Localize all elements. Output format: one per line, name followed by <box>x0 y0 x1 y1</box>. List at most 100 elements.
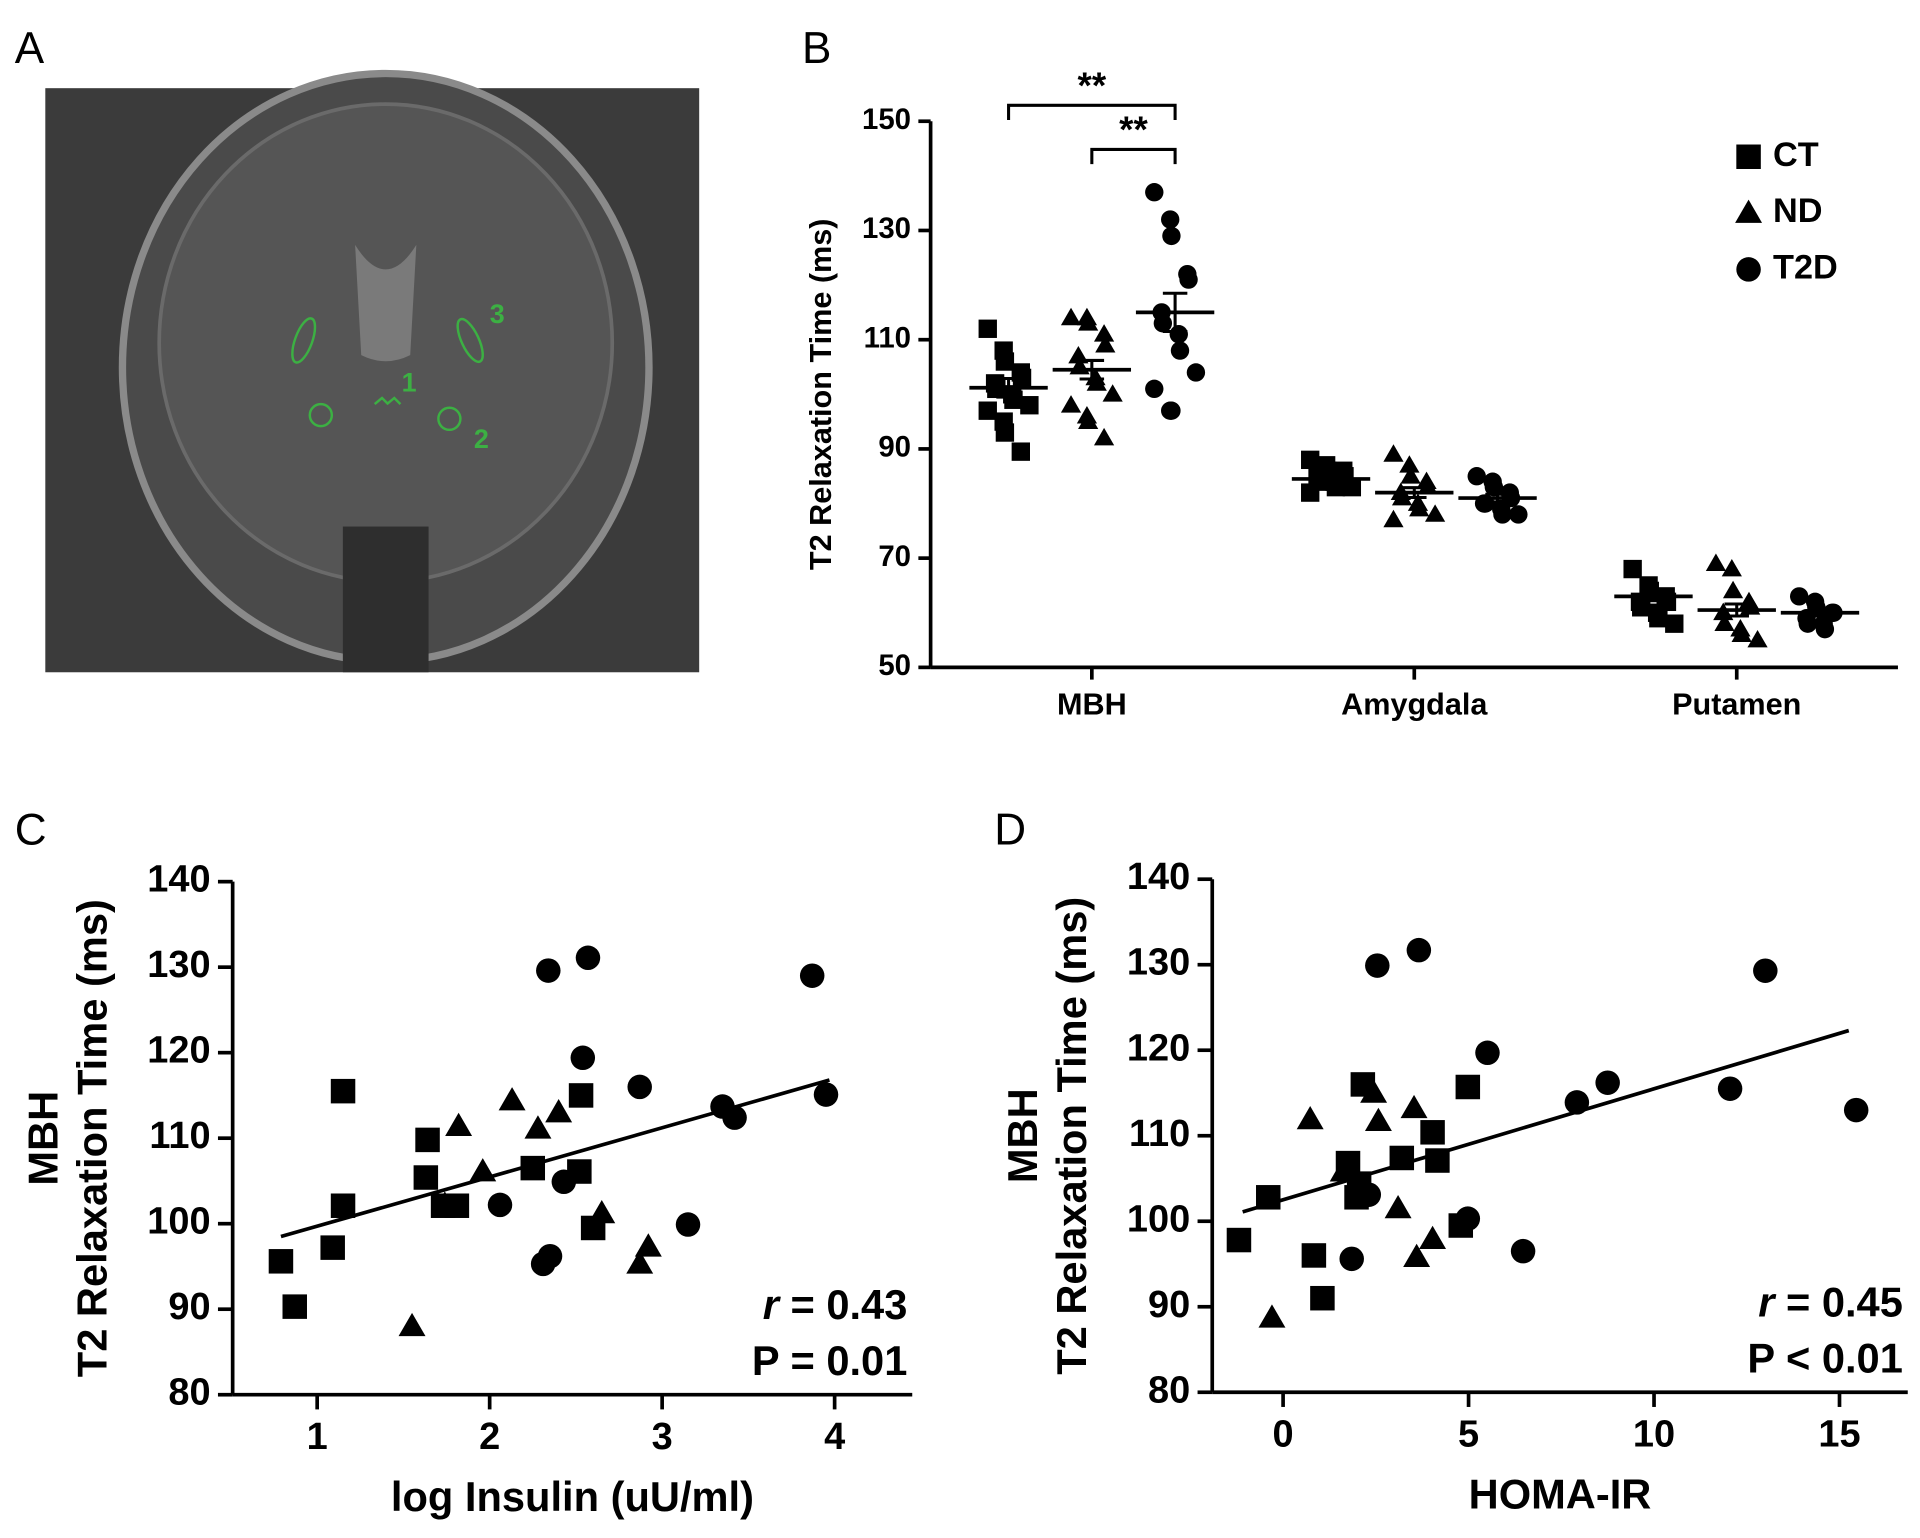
point <box>1467 467 1486 486</box>
error-bar <box>1318 474 1344 484</box>
significance-label: ** <box>1119 109 1148 150</box>
y-axis-title: T2 Relaxation Time (ms) <box>69 899 116 1377</box>
point <box>551 1169 577 1195</box>
point <box>1510 1238 1536 1264</box>
point <box>1060 307 1082 326</box>
point <box>570 1045 596 1071</box>
y-tick-label: 110 <box>1129 1113 1190 1155</box>
y-axis-title: T2 Relaxation Time (ms) <box>804 219 838 571</box>
error-bar <box>1162 291 1188 334</box>
y-tick-label: 100 <box>147 1201 210 1243</box>
y-tick-label: 130 <box>147 944 210 986</box>
roi-outline <box>437 406 462 432</box>
point <box>1258 1304 1286 1328</box>
roi-outline <box>373 396 402 406</box>
point <box>634 1233 662 1257</box>
point <box>1060 395 1082 413</box>
point <box>1747 629 1768 648</box>
point <box>320 1235 345 1260</box>
y-tick-label: 140 <box>1127 856 1190 898</box>
error-bar <box>1641 590 1666 603</box>
roi-outline <box>291 317 317 364</box>
point <box>1383 509 1404 528</box>
point <box>1095 335 1116 353</box>
point <box>537 1243 563 1269</box>
point <box>1078 313 1099 331</box>
point <box>1301 1243 1327 1268</box>
y-tick-label: 130 <box>1127 942 1190 984</box>
x-tick-label: 2 <box>479 1416 500 1458</box>
y-axis-title: T2 Relaxation Time (ms) <box>1048 897 1095 1375</box>
point <box>588 1199 616 1224</box>
point <box>1409 498 1430 517</box>
y-tick-label: 110 <box>864 321 911 354</box>
y-tick-label: 120 <box>1127 1027 1190 1069</box>
point <box>1417 477 1438 495</box>
y-tick-label: 90 <box>878 431 911 464</box>
point <box>1595 1070 1620 1095</box>
y-tick-label: 120 <box>147 1030 210 1072</box>
point <box>1400 466 1421 484</box>
y-tick-label: 150 <box>862 103 911 136</box>
point <box>415 1127 440 1153</box>
point <box>487 1192 513 1218</box>
legend-label: CT <box>1773 136 1819 174</box>
legend-label: T2D <box>1773 248 1838 286</box>
point <box>1705 553 1727 571</box>
point <box>1153 314 1173 333</box>
ventricles <box>355 244 417 362</box>
point <box>1145 183 1164 202</box>
x-tick-label: 10 <box>1633 1413 1675 1455</box>
error-bar <box>1079 358 1105 381</box>
point <box>1296 1106 1324 1130</box>
point <box>1455 1206 1481 1231</box>
point <box>1717 1076 1743 1101</box>
point <box>524 1115 552 1139</box>
point <box>627 1074 652 1100</box>
point <box>1329 1158 1357 1182</box>
error-bar <box>1485 492 1510 504</box>
x-tick-label: 1 <box>307 1416 328 1458</box>
point <box>1364 1107 1392 1131</box>
panel-label: B <box>802 24 831 73</box>
point <box>282 1294 307 1319</box>
point <box>1186 363 1206 382</box>
panel-label: C <box>15 805 47 854</box>
point <box>1365 953 1390 978</box>
point <box>330 1193 356 1218</box>
fit-line <box>1242 1028 1850 1214</box>
y-tick-label: 70 <box>878 540 911 573</box>
significance-bracket <box>1090 147 1177 165</box>
point <box>1384 1194 1412 1219</box>
point <box>1455 1074 1481 1100</box>
point <box>1020 396 1039 415</box>
error-bar <box>1807 607 1833 618</box>
point <box>1815 619 1835 639</box>
point <box>1360 1079 1388 1103</box>
x-tick-label: 4 <box>824 1416 845 1458</box>
point <box>1665 614 1684 633</box>
point <box>1093 427 1115 446</box>
x-axis-title: log Insulin (uU/ml) <box>391 1473 754 1520</box>
point <box>978 319 997 338</box>
roi-label: 2 <box>474 424 489 454</box>
x-tick-label: 5 <box>1458 1413 1479 1455</box>
y-axis-title: MBH <box>999 1088 1046 1183</box>
point <box>1078 411 1099 429</box>
point <box>413 1165 439 1190</box>
point <box>1301 450 1320 470</box>
point <box>1145 379 1164 399</box>
point <box>545 1099 573 1123</box>
point <box>575 945 601 971</box>
significance-bracket <box>1007 103 1177 121</box>
point <box>1400 1094 1428 1119</box>
point <box>1419 1225 1447 1249</box>
point <box>995 423 1015 442</box>
y-tick-label: 130 <box>862 212 911 245</box>
stat-r-value: = 0.45 <box>1774 1278 1902 1325</box>
point <box>330 1078 356 1104</box>
point <box>1342 477 1362 497</box>
y-tick-label: 80 <box>168 1372 210 1414</box>
fit-line <box>280 1078 830 1239</box>
y-tick-label: 140 <box>147 859 210 901</box>
